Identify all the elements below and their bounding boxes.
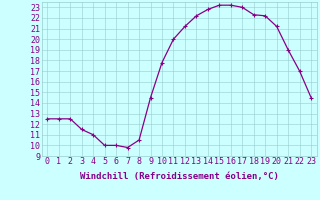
X-axis label: Windchill (Refroidissement éolien,°C): Windchill (Refroidissement éolien,°C) bbox=[80, 172, 279, 181]
